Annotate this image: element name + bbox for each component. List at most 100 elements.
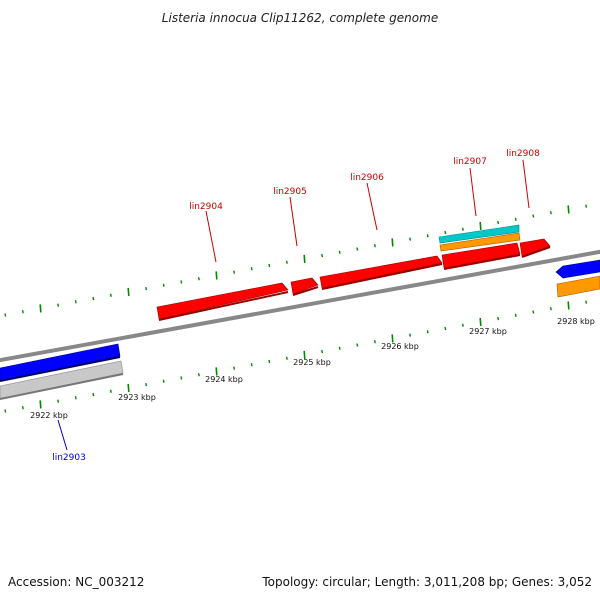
tick-mark-inner-minor: [197, 373, 200, 377]
axis-label-2928: 2928 kbp: [557, 317, 595, 326]
tick-mark-inner-major: [127, 383, 130, 392]
tick-mark-inner-minor: [145, 382, 148, 387]
tick-mark-outer-major: [303, 254, 306, 263]
axis-label-2925: 2925 kbp: [293, 358, 331, 367]
feature-shadow: [0, 356, 121, 382]
gene-feature-lin2904[interactable]: [156, 282, 289, 320]
axis-label-2927: 2927 kbp: [469, 327, 507, 336]
tick-mark-inner-major: [479, 317, 482, 326]
tick-mark-outer-minor: [444, 230, 447, 235]
tick-mark-inner-major: [391, 334, 394, 343]
label-pointer-lin2906: [366, 182, 378, 231]
genome-summary-text: Topology: circular; Length: 3,011,208 bp…: [261, 575, 592, 589]
tick-mark-inner-minor: [444, 326, 447, 331]
gene-feature-lin2907[interactable]: [441, 242, 521, 269]
feature-shadow: [158, 291, 289, 321]
tick-mark-outer-minor: [57, 303, 60, 307]
label-pointer-lin2904: [205, 210, 217, 263]
tick-mark-inner-minor: [250, 363, 253, 367]
tick-mark-inner-minor: [532, 310, 535, 314]
tick-mark-inner-minor: [409, 333, 412, 337]
tick-mark-inner-minor: [4, 409, 7, 413]
tick-mark-outer-minor: [162, 283, 165, 287]
tick-mark-outer-minor: [461, 227, 464, 231]
tick-mark-inner-minor: [21, 406, 24, 410]
tick-mark-inner-minor: [356, 343, 359, 347]
tick-mark-inner-minor: [373, 340, 376, 344]
tick-mark-outer-major: [391, 238, 394, 247]
gene-feature-lin2903[interactable]: [0, 343, 121, 382]
tick-mark-outer-minor: [197, 277, 200, 281]
gene-label-lin2906[interactable]: lin2906: [350, 173, 384, 183]
tick-mark-outer-major: [567, 205, 570, 214]
tick-mark-inner-minor: [162, 379, 165, 383]
tick-mark-inner-major: [567, 301, 570, 310]
gene-label-lin2905[interactable]: lin2905: [273, 187, 307, 197]
label-pointer-lin2905: [289, 196, 298, 247]
axis-label-2924: 2924 kbp: [205, 375, 243, 384]
tick-mark-outer-minor: [497, 220, 500, 225]
feature-shadow: [0, 373, 124, 400]
genome-backbone: [0, 249, 600, 363]
tick-mark-outer-minor: [549, 211, 552, 215]
gene-feature-lin2906[interactable]: [319, 255, 443, 289]
gene-label-lin2904[interactable]: lin2904: [189, 202, 223, 212]
axis-label-2922: 2922 kbp: [30, 411, 68, 420]
tick-mark-inner-minor: [180, 376, 183, 380]
label-pointer-lin2903: [57, 419, 68, 451]
tick-mark-inner-minor: [497, 316, 500, 321]
tick-mark-outer-minor: [356, 247, 359, 251]
tick-mark-inner-minor: [233, 366, 236, 370]
tick-mark-outer-minor: [585, 204, 588, 208]
feature-shadow: [321, 263, 443, 290]
feature-shadow: [521, 246, 551, 258]
tick-mark-outer-minor: [321, 253, 324, 258]
tick-mark-outer-minor: [338, 250, 341, 254]
tick-mark-outer-minor: [145, 286, 148, 291]
tick-mark-inner-minor: [92, 392, 95, 397]
tick-mark-inner-minor: [426, 330, 429, 334]
gene-label-lin2908[interactable]: lin2908: [506, 149, 540, 159]
tick-mark-inner-minor: [549, 307, 552, 311]
tick-row-outer: [4, 204, 588, 317]
cyan-feature[interactable]: [438, 224, 520, 244]
tick-mark-inner-minor: [321, 349, 324, 354]
tick-mark-outer-minor: [532, 214, 535, 218]
gene-label-lin2903[interactable]: lin2903: [52, 453, 86, 463]
tick-mark-outer-minor: [285, 260, 288, 264]
axis-label-2923: 2923 kbp: [118, 393, 156, 402]
accession-text: Accession: NC_003212: [8, 575, 144, 589]
label-pointer-lin2907: [469, 167, 477, 217]
tick-mark-outer-minor: [233, 270, 236, 274]
tick-mark-inner-minor: [268, 359, 271, 364]
reverse-gene-right[interactable]: [555, 259, 600, 279]
orange-feature[interactable]: [439, 232, 521, 252]
gene-feature-lin2905[interactable]: [290, 277, 319, 295]
gene-label-lin2907[interactable]: lin2907: [453, 157, 487, 167]
tick-mark-outer-major: [479, 221, 482, 230]
label-pointer-lin2908: [522, 159, 530, 209]
tick-mark-outer-minor: [426, 234, 429, 238]
tick-mark-outer-minor: [21, 310, 24, 314]
map-title: Listeria innocua Clip11262, complete gen…: [162, 11, 438, 25]
tick-mark-inner-minor: [461, 323, 464, 327]
orange-feature-right[interactable]: [556, 275, 600, 298]
axis-label-2926: 2926 kbp: [381, 342, 419, 351]
tick-mark-inner-minor: [285, 356, 288, 360]
tick-mark-inner-minor: [109, 389, 112, 393]
tick-mark-outer-major: [215, 271, 218, 280]
feature-shadow: [443, 254, 521, 270]
tick-row-inner: [4, 300, 588, 413]
tick-mark-inner-minor: [514, 313, 517, 317]
tick-mark-inner-minor: [74, 396, 77, 400]
grey-feature[interactable]: [0, 360, 124, 400]
tick-mark-outer-major: [39, 304, 42, 313]
tick-mark-outer-minor: [250, 267, 253, 271]
tick-mark-inner-major: [39, 400, 42, 409]
tick-mark-outer-minor: [268, 263, 271, 268]
gene-feature-lin2908[interactable]: [519, 238, 551, 257]
feature-shadow: [292, 286, 319, 296]
tick-mark-outer-minor: [109, 293, 112, 297]
tick-mark-outer-minor: [373, 244, 376, 248]
